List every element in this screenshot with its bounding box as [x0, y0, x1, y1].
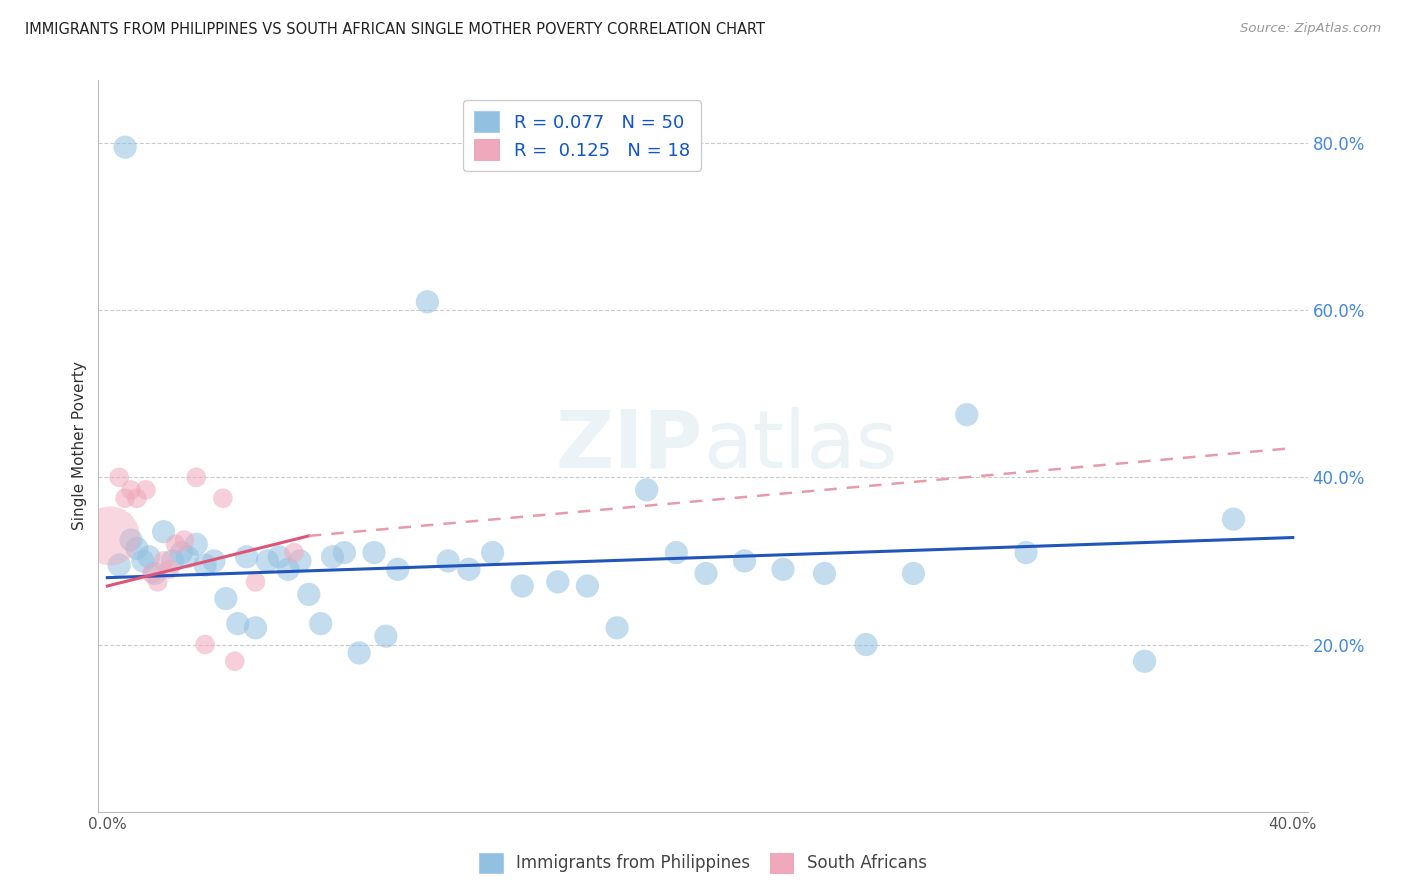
Point [114, 140, 136, 154]
Point [120, 533, 142, 547]
Point [333, 545, 356, 559]
Point [457, 562, 479, 576]
Point [283, 545, 305, 559]
Point [108, 470, 131, 484]
Point [636, 483, 658, 497]
Point [576, 579, 599, 593]
Point [347, 646, 370, 660]
Point [956, 408, 979, 422]
Point [141, 566, 163, 581]
Point [132, 554, 155, 568]
Point [146, 574, 169, 589]
Point [176, 549, 198, 564]
Point [212, 491, 235, 506]
Point [162, 554, 184, 568]
Text: atlas: atlas [703, 407, 897, 485]
Legend: Immigrants from Philippines, South Africans: Immigrants from Philippines, South Afric… [472, 847, 934, 880]
Point [813, 566, 835, 581]
Point [186, 537, 208, 551]
Point [245, 574, 267, 589]
Point [298, 587, 321, 601]
Point [125, 491, 148, 506]
Text: ZIP: ZIP [555, 407, 703, 485]
Point [125, 541, 148, 556]
Y-axis label: Single Mother Poverty: Single Mother Poverty [72, 361, 87, 531]
Point [510, 579, 533, 593]
Text: Source: ZipAtlas.com: Source: ZipAtlas.com [1240, 22, 1381, 36]
Point [143, 566, 166, 581]
Point [256, 554, 278, 568]
Point [114, 491, 136, 506]
Point [98, 529, 121, 543]
Point [1133, 654, 1156, 668]
Point [202, 554, 225, 568]
Point [194, 638, 217, 652]
Point [606, 621, 628, 635]
Point [416, 294, 439, 309]
Point [215, 591, 238, 606]
Point [772, 562, 794, 576]
Point [374, 629, 396, 643]
Point [135, 483, 157, 497]
Point [108, 558, 131, 573]
Point [152, 554, 174, 568]
Point [363, 545, 385, 559]
Point [269, 549, 291, 564]
Text: IMMIGRANTS FROM PHILIPPINES VS SOUTH AFRICAN SINGLE MOTHER POVERTY CORRELATION C: IMMIGRANTS FROM PHILIPPINES VS SOUTH AFR… [25, 22, 765, 37]
Point [665, 545, 688, 559]
Point [1015, 545, 1038, 559]
Point [903, 566, 925, 581]
Point [855, 638, 877, 652]
Point [322, 549, 344, 564]
Point [194, 558, 217, 573]
Point [186, 470, 208, 484]
Point [437, 554, 460, 568]
Point [481, 545, 503, 559]
Point [170, 545, 193, 559]
Point [235, 549, 257, 564]
Point [226, 616, 249, 631]
Point [245, 621, 267, 635]
Point [224, 654, 246, 668]
Point [152, 524, 174, 539]
Point [277, 562, 299, 576]
Point [387, 562, 409, 576]
Point [138, 549, 160, 564]
Point [1222, 512, 1244, 526]
Point [288, 554, 311, 568]
Point [165, 537, 187, 551]
Point [159, 562, 181, 576]
Point [734, 554, 756, 568]
Point [547, 574, 569, 589]
Point [120, 483, 142, 497]
Point [695, 566, 717, 581]
Legend: R = 0.077   N = 50, R =  0.125   N = 18: R = 0.077 N = 50, R = 0.125 N = 18 [464, 100, 700, 171]
Point [309, 616, 332, 631]
Point [173, 533, 195, 547]
